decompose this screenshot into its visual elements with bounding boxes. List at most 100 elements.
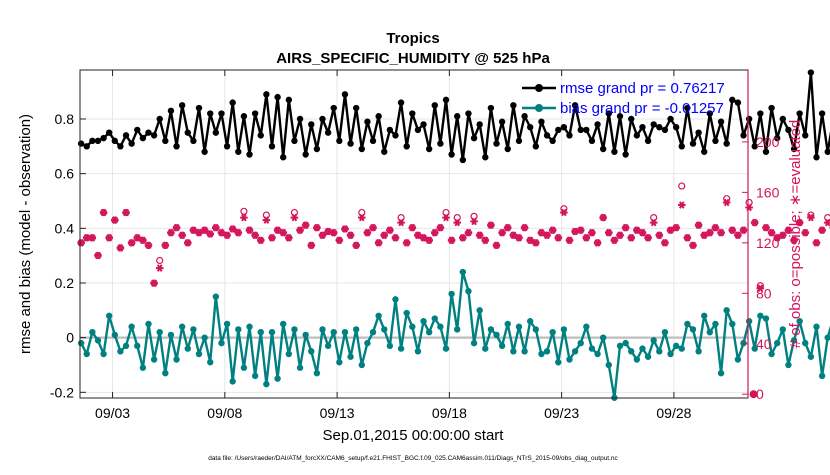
bias-point [684,321,690,327]
rmse-point [482,154,488,160]
bias-point [572,348,578,354]
bias-point [493,332,499,338]
bias-point [690,326,696,332]
rmse-point [432,102,438,108]
rmse-point [201,149,207,155]
x-tick-label: 09/23 [544,405,579,421]
rmse-point [735,99,741,105]
rmse-point [493,140,499,146]
bias-point [314,370,320,376]
bias-point [89,329,95,335]
rmse-point [207,110,213,116]
rmse-point [566,132,572,138]
rmse-point [471,135,477,141]
bias-point [370,329,376,335]
bias-point [331,329,337,335]
rmse-point [95,138,101,144]
bias-point [583,324,589,330]
rmse-point [308,121,314,127]
rmse-point [673,124,679,130]
bias-point [100,351,106,357]
rmse-point [128,140,134,146]
bias-point [229,378,235,384]
rmse-point [173,143,179,149]
x-tick-label: 09/28 [656,405,691,421]
bias-point [448,291,454,297]
bias-point [224,321,230,327]
rmse-point [246,151,252,157]
rmse-point [151,132,157,138]
rmse-point [353,105,359,111]
bias-point [308,348,314,354]
bias-point [420,318,426,324]
rmse-point [185,129,191,135]
bias-point [757,313,763,319]
bias-point [544,348,550,354]
rmse-point [796,110,802,116]
rmse-point [578,127,584,133]
left-y-tick-label: 0.8 [55,111,75,127]
rmse-point [650,121,656,127]
rmse-point [527,124,533,130]
bias-point [269,329,275,335]
bias-point [274,375,280,381]
bias-point [342,329,348,335]
bias-point [235,326,241,332]
rmse-point [342,91,348,97]
bias-point [151,356,157,362]
rmse-point [555,127,561,133]
bias-point [533,326,539,332]
bias-point [134,343,140,349]
rmse-point [712,138,718,144]
rmse-point [274,94,280,100]
bias-point [84,351,90,357]
bias-point [589,345,595,351]
rmse-point [235,149,241,155]
bias-point [162,370,168,376]
bias-point [712,321,718,327]
bias-point [471,340,477,346]
rmse-point [140,135,146,141]
bias-point [201,334,207,340]
bias-point [538,351,544,357]
bias-point [774,340,780,346]
rmse-point [229,99,235,105]
rmse-point [679,143,685,149]
bias-point [723,307,729,313]
right-y-tick-label: 160 [756,184,780,200]
rmse-point [302,151,308,157]
bias-point [465,288,471,294]
rmse-point [780,116,786,122]
bias-point [353,326,359,332]
rmse-point [123,132,129,138]
rmse-point [538,119,544,125]
rmse-point [521,113,527,119]
bias-point [780,326,786,332]
right-y-axis-label: # of obs: o=possible; ∗=evaluated [787,120,804,349]
right-y-tick-label: 40 [756,336,772,352]
rmse-point [460,157,466,163]
bias-point [190,326,196,332]
rmse-point [808,69,814,75]
bias-point [813,324,819,330]
bias-point [718,370,724,376]
bias-point [763,315,769,321]
rmse-point [437,140,443,146]
bias-point [280,321,286,327]
bias-point [505,321,511,327]
rmse-point [297,116,303,122]
rmse-point [718,119,724,125]
rmse-point [488,105,494,111]
bias-point [207,359,213,365]
legend-bias-label: bias grand pr = -0.01257 [560,100,724,117]
rmse-point [325,129,331,135]
rmse-point [701,149,707,155]
rmse-point [476,121,482,127]
bias-point [409,324,415,330]
bias-point [128,324,134,330]
right-y-tick-label: 120 [756,235,780,251]
bias-point [650,337,656,343]
x-tick-label: 09/13 [320,405,355,421]
